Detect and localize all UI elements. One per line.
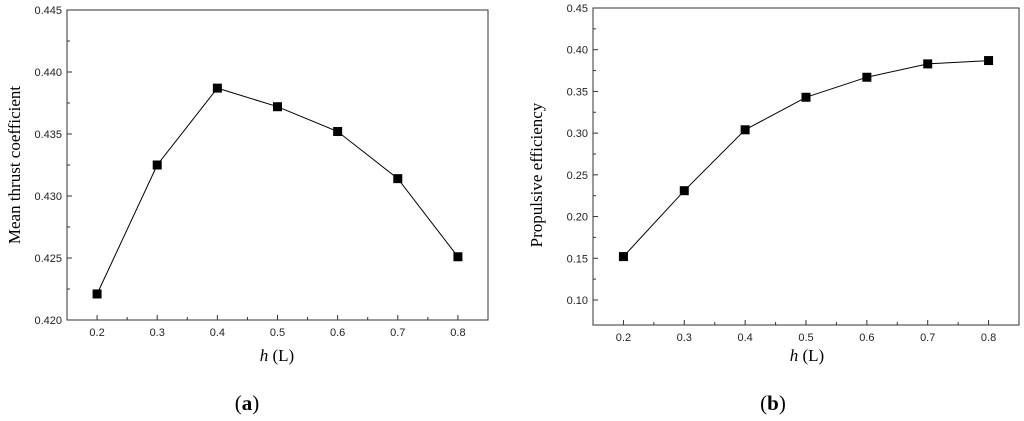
markers-a [92, 83, 463, 299]
x-ticks-b: 0.2 0.3 0.4 0.5 0.6 0.7 0.8 [616, 320, 996, 344]
data-point [212, 83, 222, 93]
y-axis-label-b: Propulsive efficiency [527, 102, 546, 247]
x-tick-label: 0.5 [798, 332, 813, 344]
x-tick-label: 0.7 [920, 332, 935, 344]
x-tick-label: 0.2 [616, 332, 631, 344]
chart-b: 0.100.150.200.250.300.350.400.45 0.2 0.3 0… [527, 3, 1020, 415]
data-point [453, 252, 463, 262]
y-tick-label: 0.45 [567, 3, 588, 15]
x-tick-label: 0.5 [270, 327, 285, 339]
x-tick-label: 0.2 [89, 327, 104, 339]
x-tick-label: 0.4 [737, 332, 752, 344]
x-axis-unit-b: (L) [803, 346, 825, 365]
x-tick-label: 0.3 [677, 332, 692, 344]
series-line-a [96, 87, 459, 295]
x-axis-var-a: h [260, 346, 269, 365]
y-tick-label: 0.35 [567, 86, 588, 98]
y-tick-label: 0.20 [567, 212, 588, 224]
x-tick-label: 0.8 [981, 332, 996, 344]
y-ticks-a: 0.420 0.425 0.430 0.435 0.440 0.445 [34, 5, 72, 327]
y-tick-label: 0.445 [34, 5, 62, 17]
x-axis-label-b: h (L) [790, 346, 824, 365]
y-tick-label: 0.425 [34, 253, 62, 265]
data-point [393, 174, 403, 184]
caption-open-b: ( [760, 391, 767, 415]
y-ticks-b: 0.10 0.15 0.20 0.25 0.30 0.35 0.40 0.45 [567, 3, 598, 307]
x-tick-label: 0.3 [150, 327, 165, 339]
plot-frame-a [66, 9, 489, 321]
panel-caption-a: (a) [235, 391, 260, 415]
panel-caption-b: (b) [760, 391, 786, 415]
x-axis-unit-a: (L) [273, 346, 295, 365]
y-tick-label: 0.440 [34, 67, 62, 79]
x-tick-label: 0.7 [390, 327, 405, 339]
y-tick-label: 0.15 [567, 253, 588, 265]
data-point [273, 102, 282, 112]
data-point [801, 92, 811, 102]
y-axis-label-a: Mean thrust coefficient [5, 86, 24, 245]
x-axis-var-b: h [790, 346, 799, 365]
plot-frame-b [592, 7, 1020, 326]
x-tick-label: 0.8 [450, 327, 465, 339]
y-tick-label: 0.420 [34, 315, 62, 327]
data-point [984, 56, 994, 66]
caption-letter-b: b [767, 391, 779, 415]
markers-b [618, 56, 994, 262]
y-tick-label: 0.435 [34, 129, 62, 141]
data-point [862, 72, 872, 82]
y-tick-label: 0.10 [567, 295, 588, 307]
series-line-b [623, 60, 989, 257]
x-tick-label: 0.6 [330, 327, 345, 339]
caption-open-a: ( [235, 391, 242, 415]
caption-close-b: ) [779, 391, 786, 415]
y-tick-label: 0.30 [567, 128, 588, 140]
data-point [923, 59, 933, 69]
x-ticks-a: 0.2 0.3 0.4 0.5 0.6 0.7 0.8 [89, 315, 466, 339]
x-axis-label-a: h (L) [260, 346, 294, 365]
data-point [740, 125, 750, 135]
x-tick-label: 0.6 [859, 332, 874, 344]
y-tick-label: 0.25 [567, 170, 588, 182]
caption-close-a: ) [252, 391, 259, 415]
caption-letter-a: a [242, 391, 253, 415]
chart-a: 0.420 0.425 0.430 0.435 0.440 0.445 0.2 0.3 0.4… [5, 5, 489, 415]
data-point [152, 160, 162, 170]
y-tick-label: 0.430 [34, 191, 62, 203]
data-point [92, 289, 102, 299]
data-point [618, 252, 628, 262]
data-point [679, 186, 689, 196]
y-tick-label: 0.40 [567, 45, 588, 57]
data-point [333, 127, 343, 137]
x-tick-label: 0.4 [210, 327, 225, 339]
